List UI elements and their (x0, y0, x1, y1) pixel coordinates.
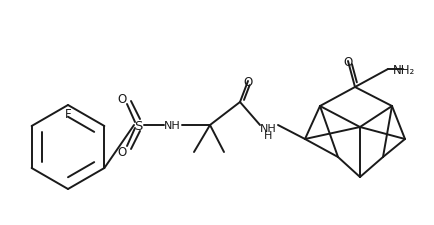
Text: H: H (264, 130, 272, 140)
Text: F: F (65, 108, 71, 121)
Text: NH: NH (164, 120, 181, 130)
Text: O: O (343, 55, 352, 68)
Text: O: O (243, 75, 253, 88)
Text: O: O (117, 93, 127, 106)
Text: NH: NH (260, 124, 276, 133)
Text: S: S (134, 119, 142, 132)
Text: NH₂: NH₂ (393, 63, 415, 76)
Text: O: O (117, 145, 127, 158)
